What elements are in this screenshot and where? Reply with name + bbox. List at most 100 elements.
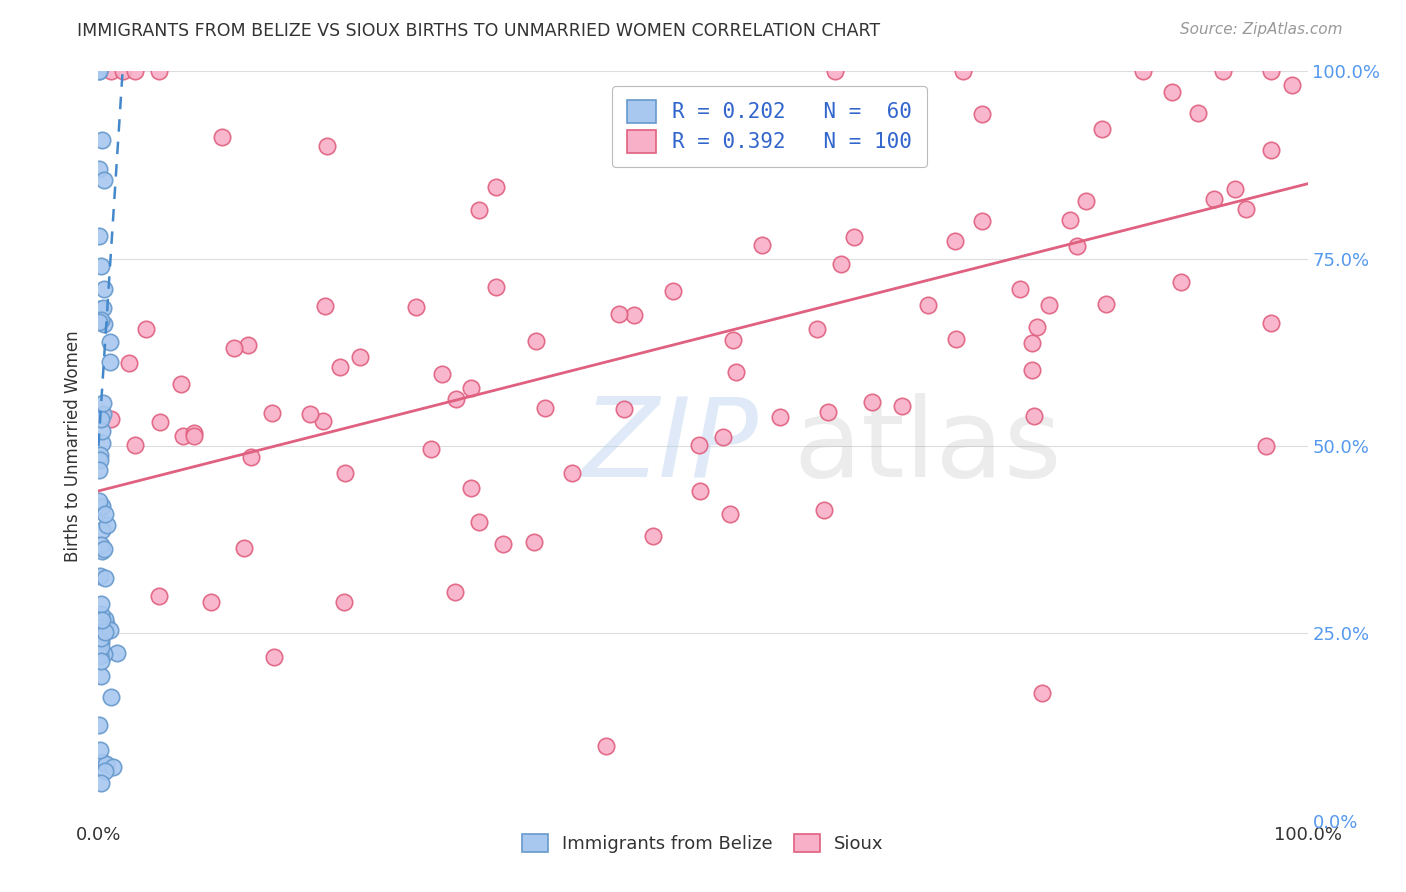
Point bbox=[860, 395, 883, 409]
Point bbox=[93, 282, 115, 296]
Point bbox=[89, 463, 111, 477]
Point bbox=[105, 646, 128, 660]
Point bbox=[747, 145, 769, 160]
Point bbox=[711, 430, 734, 444]
Point bbox=[93, 647, 115, 661]
Point bbox=[87, 718, 110, 732]
Point bbox=[952, 64, 974, 78]
Point bbox=[90, 631, 112, 645]
Point bbox=[90, 436, 112, 450]
Point bbox=[1256, 439, 1278, 453]
Point bbox=[93, 318, 115, 332]
Point bbox=[332, 595, 354, 609]
Point bbox=[1022, 409, 1045, 423]
Point bbox=[751, 238, 773, 252]
Point bbox=[91, 395, 114, 409]
Point bbox=[118, 356, 141, 370]
Point bbox=[1187, 106, 1209, 120]
Point bbox=[1234, 202, 1257, 216]
Point bbox=[100, 412, 122, 426]
Point bbox=[1260, 64, 1282, 78]
Point bbox=[1260, 143, 1282, 157]
Point bbox=[817, 405, 839, 419]
Point bbox=[723, 333, 745, 347]
Point bbox=[90, 411, 112, 425]
Point bbox=[468, 203, 491, 218]
Point bbox=[1095, 297, 1118, 311]
Point bbox=[607, 307, 630, 321]
Point bbox=[183, 429, 205, 443]
Point bbox=[91, 407, 114, 421]
Point bbox=[94, 764, 117, 778]
Point bbox=[688, 438, 710, 452]
Point bbox=[232, 541, 254, 555]
Point bbox=[172, 429, 194, 443]
Point bbox=[1260, 316, 1282, 330]
Point bbox=[100, 64, 122, 78]
Point bbox=[91, 133, 114, 147]
Point bbox=[98, 355, 121, 369]
Point bbox=[1026, 319, 1049, 334]
Point bbox=[1038, 297, 1060, 311]
Point bbox=[1281, 78, 1303, 93]
Point bbox=[96, 517, 118, 532]
Point bbox=[91, 613, 114, 627]
Point bbox=[93, 541, 115, 556]
Point bbox=[149, 415, 172, 429]
Point bbox=[93, 173, 115, 187]
Point bbox=[523, 534, 546, 549]
Point bbox=[972, 107, 994, 121]
Point bbox=[724, 365, 747, 379]
Point bbox=[87, 315, 110, 329]
Point bbox=[89, 626, 111, 640]
Point bbox=[349, 350, 371, 364]
Point bbox=[524, 334, 547, 349]
Point bbox=[333, 467, 356, 481]
Point bbox=[87, 229, 110, 244]
Point bbox=[460, 482, 482, 496]
Point bbox=[643, 528, 665, 542]
Point bbox=[90, 543, 112, 558]
Point bbox=[238, 338, 260, 352]
Point bbox=[90, 259, 112, 273]
Point bbox=[96, 757, 118, 772]
Point bbox=[91, 625, 114, 640]
Point bbox=[183, 425, 205, 440]
Point bbox=[298, 408, 321, 422]
Point bbox=[89, 448, 111, 462]
Point bbox=[94, 617, 117, 632]
Point bbox=[405, 300, 427, 314]
Point bbox=[87, 494, 110, 508]
Point bbox=[98, 334, 121, 349]
Point bbox=[467, 515, 489, 529]
Point bbox=[824, 64, 846, 78]
Point bbox=[148, 64, 170, 78]
Point bbox=[561, 467, 583, 481]
Point bbox=[93, 571, 115, 585]
Point bbox=[111, 64, 134, 78]
Point bbox=[87, 64, 110, 78]
Point bbox=[89, 743, 111, 757]
Text: atlas: atlas bbox=[793, 392, 1062, 500]
Point bbox=[1160, 85, 1182, 99]
Point bbox=[1170, 275, 1192, 289]
Point bbox=[89, 569, 111, 583]
Point bbox=[890, 399, 912, 413]
Point bbox=[1212, 64, 1234, 78]
Point bbox=[419, 442, 441, 456]
Point bbox=[830, 256, 852, 270]
Text: IMMIGRANTS FROM BELIZE VS SIOUX BIRTHS TO UNMARRIED WOMEN CORRELATION CHART: IMMIGRANTS FROM BELIZE VS SIOUX BIRTHS T… bbox=[77, 22, 880, 40]
Point bbox=[1008, 282, 1031, 296]
Point bbox=[1021, 335, 1043, 350]
Point bbox=[485, 280, 508, 294]
Point bbox=[90, 654, 112, 668]
Point bbox=[491, 537, 513, 551]
Point bbox=[844, 229, 866, 244]
Point bbox=[90, 523, 112, 537]
Text: Source: ZipAtlas.com: Source: ZipAtlas.com bbox=[1180, 22, 1343, 37]
Point bbox=[98, 623, 121, 637]
Point bbox=[806, 322, 828, 336]
Point bbox=[90, 597, 112, 611]
Point bbox=[211, 129, 233, 144]
Point bbox=[224, 341, 246, 355]
